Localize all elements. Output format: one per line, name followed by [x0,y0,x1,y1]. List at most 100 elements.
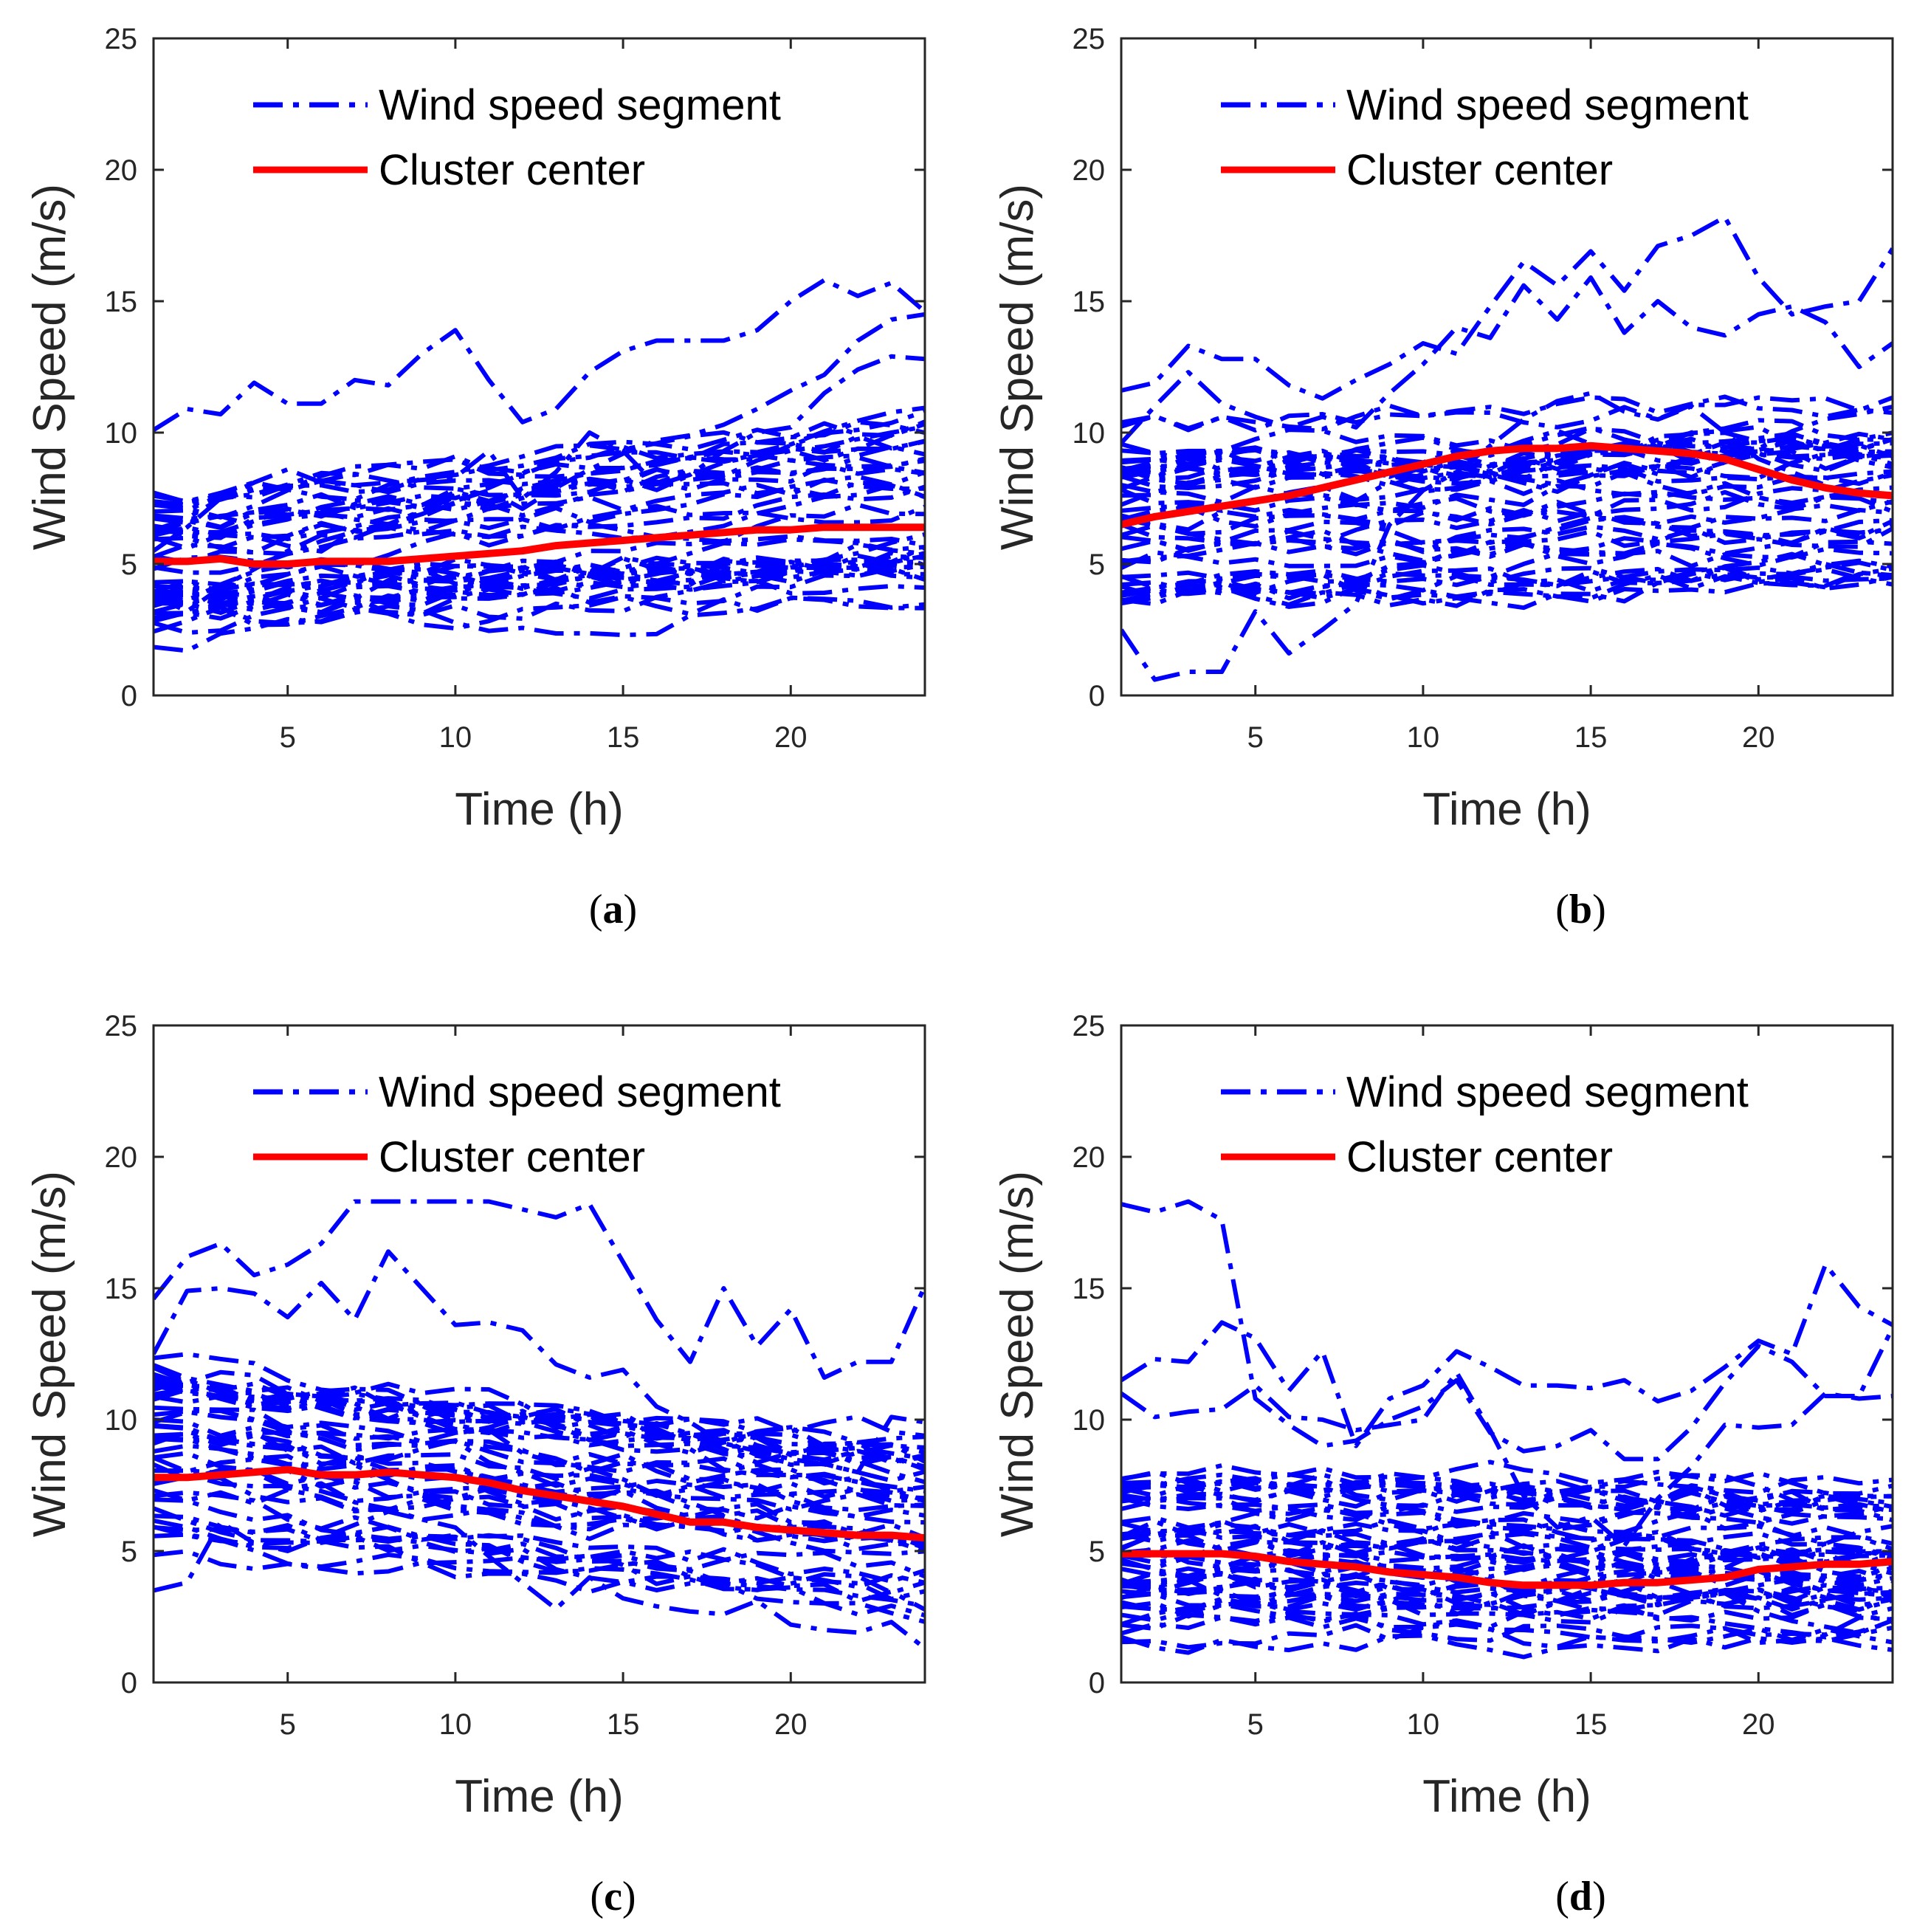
segment-line-0 [154,278,925,432]
segment-bundle-line [1121,1589,1893,1619]
segment-bundle-line [154,560,925,621]
segment-bundle-line [1121,394,1893,433]
segment-bundle-line [1121,424,1893,474]
caption-close: ) [1592,887,1606,932]
y-tick-label: 25 [105,23,138,55]
segment-bundle-line [1121,1463,1893,1506]
segment-bundle-line [154,551,925,609]
segment-bundle-line [154,1513,925,1609]
y-tick-label: 20 [1073,154,1106,187]
segment-line-0 [154,1199,925,1380]
segment-bundle-line [154,1423,925,1513]
series-group [1121,1199,1893,1660]
segment-bundle-line [154,1436,925,1504]
x-axis-label: Time (h) [1422,1771,1591,1822]
segment-bundle-line [1121,444,1893,481]
y-tick-label: 0 [1089,1667,1105,1699]
segment-bundle-line [1121,1460,1893,1496]
y-axis-label: Wind Speed (m/s) [992,1171,1043,1537]
segment-bundle-line [154,1474,925,1545]
y-tick-label: 10 [1073,1404,1106,1437]
segment-bundle-line [1121,449,1893,505]
cluster-center-line [154,523,925,568]
segment-bundle-line [154,595,925,653]
segment-bundle-line [154,1409,925,1494]
segment-bundle-line [1121,1590,1893,1612]
segment-bundle-line [154,1423,925,1501]
segment-bundle-line [154,1409,925,1493]
x-axis-label: Time (h) [1422,784,1591,835]
segment-bundle-line [1121,526,1893,563]
panel-caption: (d) [1555,1874,1605,1919]
panel-d: 5 10 15 20 0 5 10 15 20 25 Time (h) Wind Speed (m/s… [992,1010,1894,1919]
y-tick-label: 20 [1073,1141,1106,1174]
segment-bundle-line [1121,570,1893,608]
segment-bundle-line [1121,539,1893,584]
segment-bundle-line [154,1372,925,1464]
segment-bundle-line [154,1532,925,1618]
plot-area [154,1025,925,1682]
y-tick-label: 0 [1089,680,1105,712]
legend-center-label: Cluster center [379,1133,645,1181]
segment-bundle-line [154,1374,925,1450]
panel-caption: (b) [1555,887,1605,932]
x-tick-label: 20 [1742,1708,1775,1741]
segment-bundle-line [1121,1473,1893,1513]
series-group [1121,215,1893,682]
x-tick-label: 20 [1742,721,1775,754]
series-group [154,1199,925,1651]
segment-line-2 [1121,1369,1893,1548]
segment-bundle-line [1121,565,1893,611]
segment-bundle-line [154,419,925,505]
segment-bundle-line [1121,1533,1893,1565]
y-tick-label: 15 [1073,286,1106,318]
segment-bundle-line [1121,1579,1893,1618]
segment-bundle-line [1121,431,1893,481]
caption-letter: b [1569,887,1592,932]
segment-bundle-line [1121,481,1893,529]
segment-bundle-line [1121,1508,1893,1546]
x-tick-label: 10 [439,1708,472,1741]
segment-line-2 [154,354,925,553]
segment-bundle-line [154,1443,925,1540]
x-tick-label: 20 [774,1708,808,1741]
legend-segment-label: Wind speed segment [1346,1068,1749,1116]
caption-letter: d [1569,1874,1592,1919]
y-axis-label: Wind Speed (m/s) [24,184,75,550]
segment-bundle-line [1121,395,1893,433]
y-tick-label: 25 [1073,23,1106,55]
axes-box [1120,1024,1894,1684]
segment-bundle-line [1121,405,1893,456]
segment-bundle-line [1121,431,1893,472]
segment-bundle-line [1121,1633,1893,1660]
y-tick-label: 0 [121,680,137,712]
segment-line-1 [1121,215,1893,401]
segment-bundle-line [1121,1476,1893,1509]
segment-bundle-line [1121,1612,1893,1641]
segment-line-1 [1121,1262,1893,1448]
segment-bundle-line [1121,1496,1893,1532]
panel-a: 5 10 15 20 0 5 10 15 20 25 Time (h) Wind Speed (m/s… [24,23,926,932]
x-tick-label: 10 [439,721,472,754]
segment-bundle-line [1121,439,1893,486]
panel-caption: (c) [590,1874,636,1919]
y-tick-label: 5 [1089,549,1105,581]
x-tick-label: 15 [1574,721,1608,754]
y-axis-label: Wind Speed (m/s) [24,1171,75,1537]
x-tick-label: 10 [1407,721,1440,754]
axes-box [152,1024,926,1684]
plot-area [1121,38,1893,695]
y-tick-label: 10 [1073,417,1106,450]
x-tick-label: 5 [1247,1708,1264,1741]
y-tick-label: 10 [105,1404,138,1437]
segment-bundle-line [154,434,925,520]
segment-bundle-line [154,483,925,575]
segment-bundle-line [1121,1527,1893,1564]
x-tick-label: 15 [607,1708,640,1741]
cluster-center-line [1121,1550,1893,1589]
segment-bundle-line [1121,551,1893,606]
y-tick-label: 5 [1089,1536,1105,1568]
y-tick-label: 5 [121,1536,137,1568]
legend-center-label: Cluster center [379,146,645,194]
y-tick-label: 5 [121,549,137,581]
